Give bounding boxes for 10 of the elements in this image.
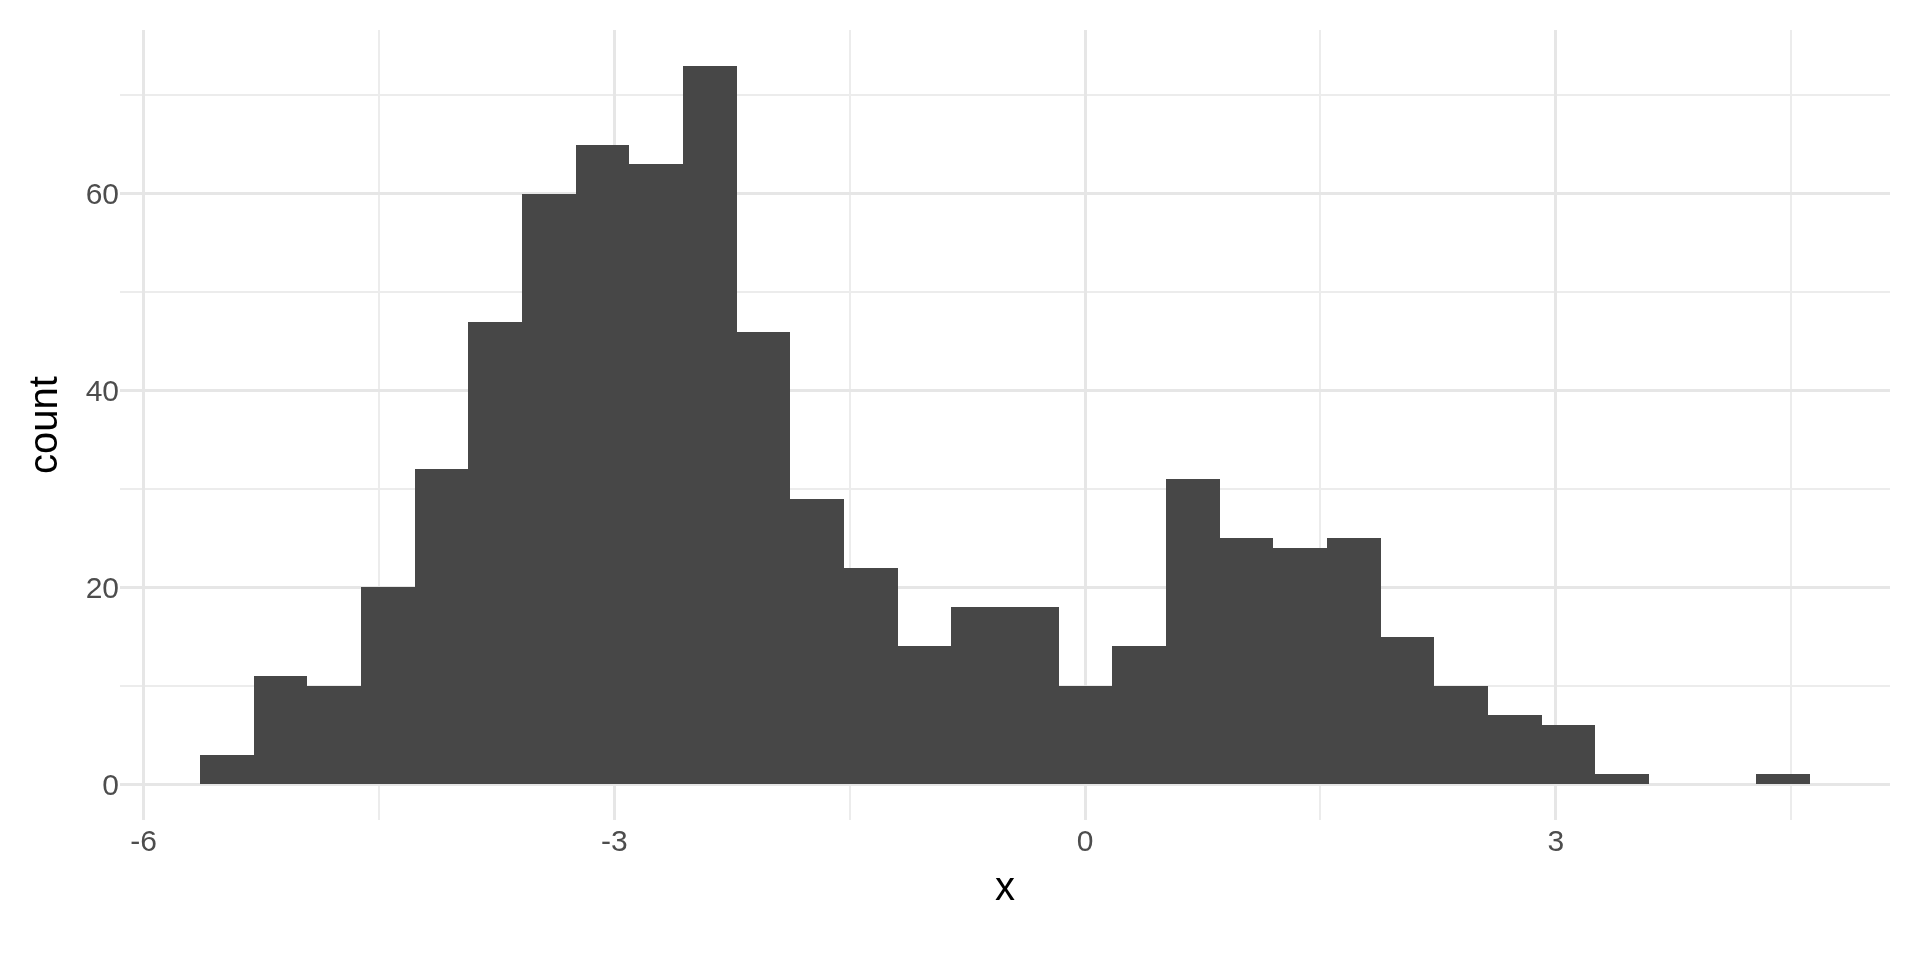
- x-tick-label: -6: [130, 824, 157, 857]
- x-tick-label: -3: [600, 824, 628, 857]
- x-axis-title: x: [995, 863, 1015, 908]
- y-tick-label: 20: [85, 570, 119, 604]
- y-tick-label: 60: [85, 177, 119, 211]
- y-axis-title: count: [21, 376, 66, 474]
- y-tick-label: 40: [85, 374, 119, 408]
- y-tick-label: 0: [102, 767, 119, 801]
- x-tick-label: 0: [1076, 824, 1094, 857]
- x-tick-label: 3: [1547, 824, 1565, 857]
